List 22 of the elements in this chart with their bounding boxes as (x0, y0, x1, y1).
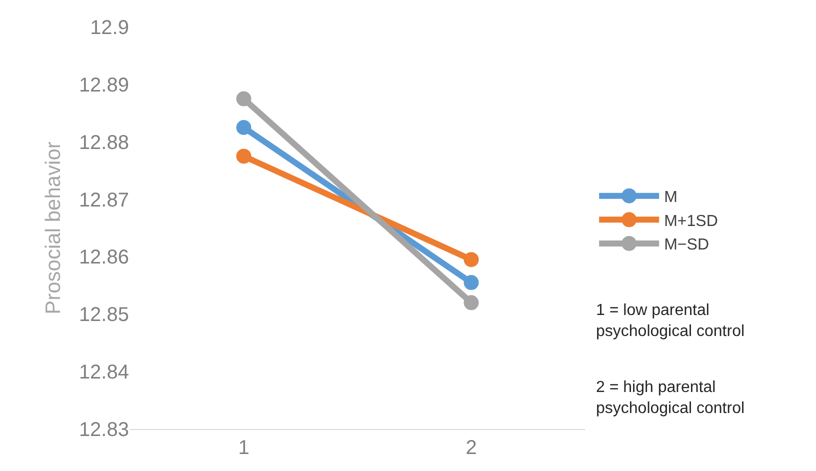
point (236, 148, 252, 164)
y-tick-label: 12.88 (78, 132, 129, 154)
point (464, 275, 479, 290)
y-tick-label: 12.87 (78, 189, 129, 212)
y-tick-label: 12.86 (78, 246, 129, 269)
point (464, 295, 479, 310)
y-tick-label: 12.89 (78, 74, 129, 96)
y-axis-title: Prosocial behavior (42, 142, 66, 314)
y-tick-label: 12.9 (90, 17, 129, 39)
x-tick-label: 2 (466, 437, 477, 459)
y-tick-label: 12.83 (78, 419, 129, 441)
point (236, 91, 252, 106)
x-tick-label: 1 (238, 437, 250, 459)
point (464, 252, 479, 268)
point (236, 120, 252, 135)
legend-label: M (664, 189, 678, 206)
text: 2 = high parental psychological control (596, 379, 745, 417)
y-tick-label: 12.84 (78, 362, 129, 384)
legend-label: M+1SD (664, 212, 718, 230)
y-tick-label: 12.85 (78, 304, 129, 326)
text: 1 = low parental psychological control (596, 302, 745, 340)
legend-label: M−SD (664, 236, 710, 254)
